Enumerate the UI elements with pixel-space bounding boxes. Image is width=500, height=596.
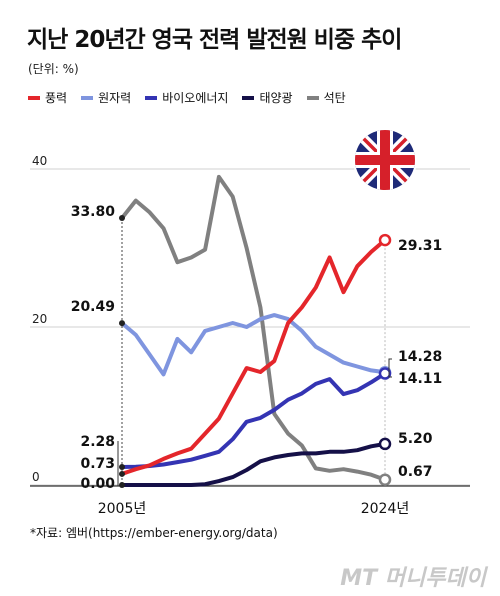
end-value-label: 14.28	[398, 349, 442, 365]
legend-label: 바이오에너지	[162, 91, 229, 105]
uk-flag-icon	[353, 128, 417, 192]
legend-item: 풍력	[28, 89, 67, 106]
series-line	[120, 371, 387, 469]
legend-item: 바이오에너지	[145, 89, 228, 106]
source-note: *자료: 엠버(https://ember-energy.org/data)	[30, 526, 278, 540]
legend-label: 원자력	[98, 91, 132, 105]
legend-label: 태양광	[259, 91, 293, 105]
start-value-label: 33.80	[71, 204, 116, 220]
start-point	[119, 320, 125, 327]
end-value-label: 29.31	[398, 238, 442, 254]
legend-item: 석탄	[306, 89, 346, 106]
start-value-label: 0.73	[80, 456, 115, 472]
label-bracket	[388, 358, 392, 378]
end-value-label: 0.67	[398, 464, 433, 480]
legend-label: 풍력	[45, 91, 68, 105]
legend-swatch	[242, 95, 255, 100]
end-point	[378, 437, 392, 451]
end-point	[378, 233, 392, 247]
start-point	[119, 214, 125, 221]
x-tick-label: 2024년	[361, 501, 410, 517]
y-axis-ticks: 0 20 40	[32, 154, 47, 484]
legend-item: 태양광	[242, 89, 293, 106]
unit-label: (단위: %)	[28, 62, 79, 76]
x-axis: 2005년 2024년	[30, 217, 470, 517]
legend: 풍력 원자력 바이오에너지 태양광 석탄	[28, 89, 346, 106]
legend-swatch	[28, 95, 40, 100]
start-point	[119, 482, 125, 488]
y-tick-label: 0	[32, 470, 40, 484]
series-line	[120, 238, 387, 476]
chart-title: 지난 20년간 영국 전력 발전원 비중 추이	[27, 27, 402, 53]
start-value-label: 0.00	[80, 476, 115, 492]
legend-swatch	[145, 95, 158, 100]
series-lines	[119, 174, 392, 488]
end-value-label: 5.20	[398, 431, 433, 447]
watermark-logo: MT 머니투데이	[340, 566, 486, 591]
legend-label: 석탄	[323, 91, 346, 105]
series-line	[120, 174, 387, 482]
legend-swatch	[81, 95, 94, 100]
data-labels: 29.31 20.49 14.28 2.28 14.11 0.00 5.20 33.80 0.6…	[71, 204, 443, 492]
end-value-label: 14.11	[398, 371, 442, 387]
series-line	[120, 313, 387, 377]
start-point	[119, 470, 125, 477]
end-point	[378, 473, 392, 486]
x-tick-label: 2005년	[98, 501, 147, 517]
start-value-label: 2.28	[80, 434, 115, 450]
legend-swatch	[306, 95, 319, 100]
y-tick-label: 40	[32, 154, 47, 168]
start-point	[119, 463, 125, 470]
legend-item: 원자력	[81, 89, 131, 106]
series-line	[120, 441, 387, 487]
end-point	[378, 367, 392, 380]
y-tick-label: 20	[32, 312, 47, 326]
start-value-label: 20.49	[71, 299, 115, 315]
